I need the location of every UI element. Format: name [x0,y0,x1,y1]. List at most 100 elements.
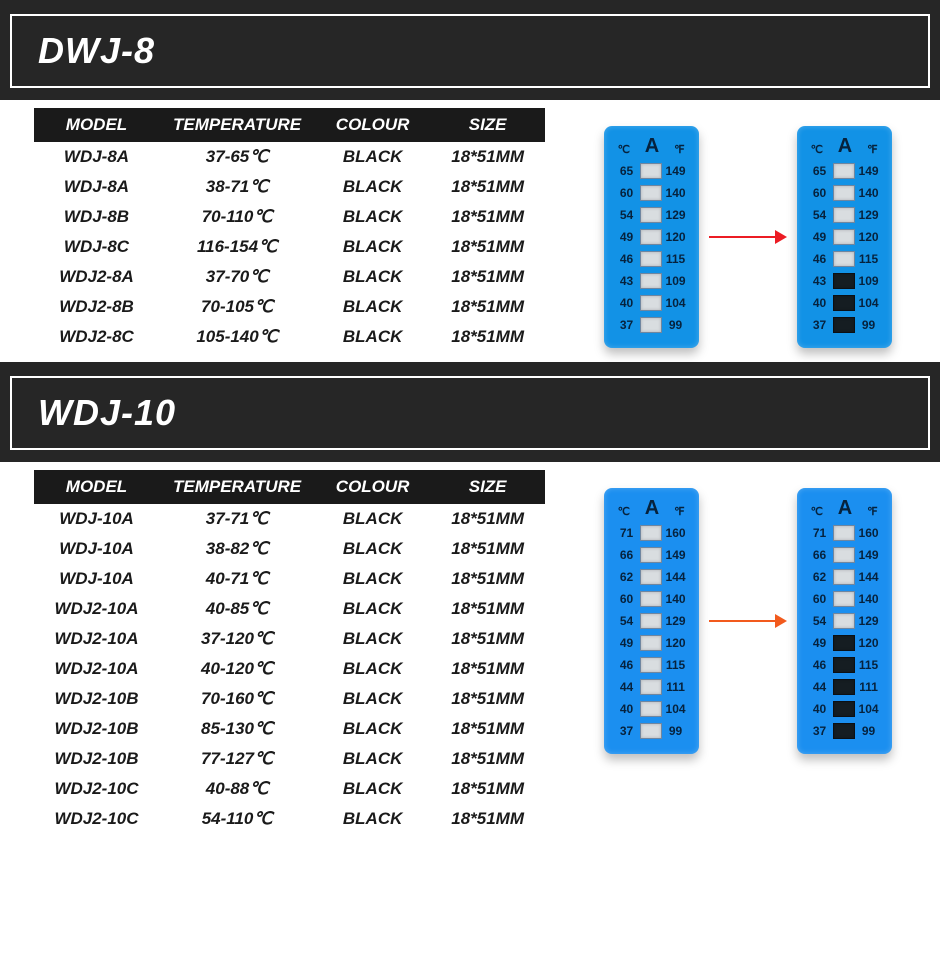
table-cell: 18*51MM [430,292,545,322]
product-section: WDJ-10MODELTEMPERATURECOLOURSIZEWDJ-10A3… [0,362,940,844]
indicator-box [833,657,855,673]
strip-row: 65149 [610,160,693,182]
strip-row: 60140 [803,588,886,610]
table-cell: 18*51MM [430,654,545,684]
table-row: WDJ2-10C54-110℃BLACK18*51MM [34,804,545,834]
table-cell: BLACK [315,654,430,684]
strip-row: 62 144 [610,566,693,588]
table-cell: 18*51MM [430,142,545,172]
column-header: TEMPERATURE [159,470,315,504]
indicator-box [640,251,662,267]
strip-row: 44 111 [610,676,693,698]
celsius-value: 62 [616,570,638,584]
strip-row: 43109 [803,270,886,292]
table-cell: 18*51MM [430,744,545,774]
table-row: WDJ2-10A40-120℃BLACK18*51MM [34,654,545,684]
table-cell: WDJ-8A [34,172,159,202]
column-header: SIZE [430,470,545,504]
table-cell: 18*51MM [430,714,545,744]
table-cell: 40-120℃ [159,654,315,684]
celsius-value: 43 [809,274,831,288]
strip-row: 65149 [803,160,886,182]
celsius-value: 37 [809,318,831,332]
spec-table-wrap: MODELTEMPERATURECOLOURSIZEWDJ-8A37-65℃BL… [34,108,545,352]
indicator-box [640,207,662,223]
fahrenheit-value: 149 [858,548,880,562]
indicator-box [640,723,662,739]
fahrenheit-value: 149 [665,164,687,178]
fahrenheit-value: 120 [858,636,880,650]
indicator-box [833,723,855,739]
table-cell: 18*51MM [430,564,545,594]
table-cell: 18*51MM [430,594,545,624]
celsius-value: 40 [616,296,638,310]
table-cell: BLACK [315,714,430,744]
table-cell: BLACK [315,744,430,774]
table-cell: BLACK [315,624,430,654]
table-row: WDJ2-8B70-105℃BLACK18*51MM [34,292,545,322]
celsius-value: 66 [616,548,638,562]
table-cell: 38-82℃ [159,534,315,564]
celsius-value: 46 [616,252,638,266]
fahrenheit-value: 144 [665,570,687,584]
table-cell: 18*51MM [430,202,545,232]
celsius-value: 44 [616,680,638,694]
celsius-value: 71 [616,526,638,540]
table-cell: 105-140℃ [159,322,315,352]
indicator-box [640,525,662,541]
strip-row: 54129 [803,610,886,632]
strip-row: 66 149 [803,544,886,566]
table-row: WDJ2-8A37-70℃BLACK18*51MM [34,262,545,292]
table-cell: 18*51MM [430,804,545,834]
indicator-box [833,547,855,563]
table-cell: WDJ-10A [34,534,159,564]
table-row: WDJ2-10B85-130℃BLACK18*51MM [34,714,545,744]
fahrenheit-value: 140 [665,592,687,606]
table-cell: WDJ2-10B [34,714,159,744]
indicator-box [833,701,855,717]
celsius-value: 60 [616,592,638,606]
celsius-value: 49 [616,636,638,650]
table-cell: BLACK [315,804,430,834]
table-cell: WDJ-10A [34,564,159,594]
fahrenheit-value: 111 [665,680,687,694]
indicator-box [640,679,662,695]
table-cell: BLACK [315,504,430,534]
table-row: WDJ2-10B77-127℃BLACK18*51MM [34,744,545,774]
arrow-icon [709,234,787,240]
unit-celsius: ℃ [811,505,823,518]
table-row: WDJ2-10C40-88℃BLACK18*51MM [34,774,545,804]
unit-fahrenheit: ℉ [867,143,877,156]
table-cell: 37-120℃ [159,624,315,654]
fahrenheit-value: 111 [858,680,880,694]
fahrenheit-value: 120 [665,230,687,244]
strip-letter: A [838,498,852,518]
indicator-box [833,207,855,223]
table-cell: 37-70℃ [159,262,315,292]
table-cell: 18*51MM [430,322,545,352]
table-row: WDJ-8A38-71℃BLACK18*51MM [34,172,545,202]
celsius-value: 60 [616,186,638,200]
fahrenheit-value: 160 [858,526,880,540]
table-cell: 54-110℃ [159,804,315,834]
table-cell: WDJ2-10B [34,684,159,714]
section-title: DWJ-8 [10,14,930,88]
table-row: WDJ-10A40-71℃BLACK18*51MM [34,564,545,594]
table-cell: 18*51MM [430,504,545,534]
strip-row: 40104 [610,698,693,720]
strip-row: 46115 [803,248,886,270]
strip-row: 66149 [610,544,693,566]
indicator-box [833,525,855,541]
strip-header: ℃A℉ [803,498,886,522]
unit-celsius: ℃ [811,143,823,156]
strip-header: ℃A℉ [803,136,886,160]
fahrenheit-value: 99 [665,724,687,738]
unit-celsius: ℃ [618,143,630,156]
table-cell: BLACK [315,202,430,232]
column-header: SIZE [430,108,545,142]
table-cell: WDJ2-8B [34,292,159,322]
table-row: WDJ-8A37-65℃BLACK18*51MM [34,142,545,172]
celsius-value: 40 [616,702,638,716]
indicator-box [640,547,662,563]
celsius-value: 66 [809,548,831,562]
